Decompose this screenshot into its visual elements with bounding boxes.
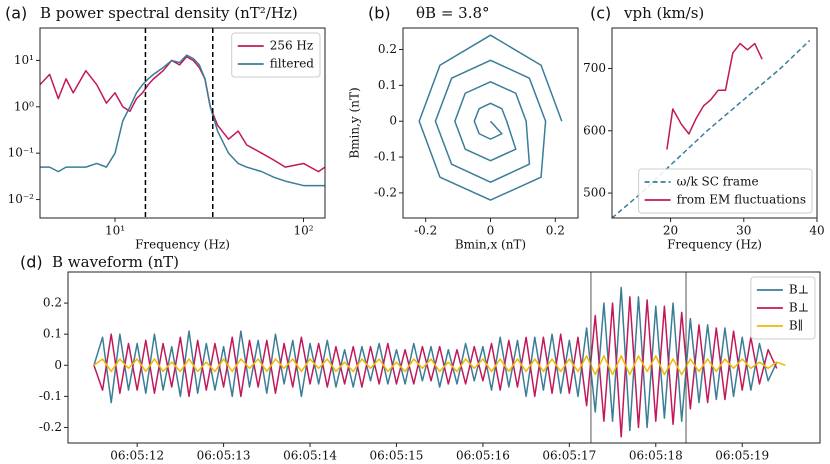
y-tick-label: -0.1	[374, 150, 397, 164]
axes-frame	[67, 271, 821, 444]
plot-area	[40, 54, 325, 187]
legend-label: B⊥	[789, 301, 809, 315]
series-line	[612, 39, 811, 218]
x-tick-label: 10²	[293, 224, 313, 238]
plot-area	[418, 34, 563, 201]
y-tick-label: 700	[583, 61, 606, 75]
y-tick-label: -0.2	[374, 185, 397, 199]
y-tick-label: 10⁻²	[8, 192, 35, 206]
y-tick-label: 0.1	[43, 327, 62, 341]
y-tick-label: 0.2	[43, 296, 62, 310]
x-axis-label: Bmin,x (nT)	[455, 238, 526, 252]
y-tick-label: 10⁰	[14, 99, 34, 113]
x-axis-label: Frequency (Hz)	[135, 238, 230, 252]
x-tick-label: 06:05:17	[542, 449, 596, 463]
x-tick-label: 06:05:19	[715, 449, 769, 463]
legend-box	[638, 168, 813, 214]
legend: B⊥ B⊥ B∥	[750, 276, 816, 340]
panel-title: B power spectral density (nT²/Hz)	[40, 4, 298, 22]
axes-frame	[611, 27, 818, 219]
panel-label: (d)	[20, 253, 43, 272]
y-tick-label: 0.2	[378, 42, 397, 56]
legend: ω/k SC frame from EM fluctuations	[638, 168, 813, 214]
y-tick-label: 10¹	[14, 53, 34, 67]
axes-frame	[402, 27, 579, 219]
x-tick-label: 20	[663, 224, 678, 238]
panel-title: vph (km/s)	[623, 4, 704, 22]
x-tick-label: 0.2	[546, 224, 565, 238]
y-tick-label: 0	[54, 358, 62, 372]
x-tick-label: 10¹	[105, 224, 125, 238]
legend-box	[231, 32, 321, 78]
plot-area	[612, 39, 811, 218]
x-tick-label: 06:05:16	[456, 449, 510, 463]
x-tick-label: 06:05:13	[197, 449, 251, 463]
y-tick-label: -0.2	[39, 420, 62, 434]
legend-label: filtered	[270, 57, 315, 71]
x-tick-label: 06:05:18	[629, 449, 683, 463]
legend-label: from EM fluctuations	[677, 193, 806, 207]
panel-label: (c)	[590, 4, 611, 23]
series-line	[93, 355, 786, 376]
x-tick-label: 0	[487, 224, 495, 238]
y-tick-label: 0.1	[378, 78, 397, 92]
panel-title: θB = 3.8°	[416, 4, 490, 22]
panel-title: B waveform (nT)	[52, 253, 179, 271]
legend: 256 Hz filtered	[231, 32, 321, 78]
x-tick-label: 06:05:14	[283, 449, 337, 463]
x-tick-label: 06:05:12	[110, 449, 164, 463]
plot-area	[93, 286, 786, 438]
series-line	[93, 286, 778, 432]
x-tick-label: 40	[809, 224, 824, 238]
legend-label: B∥	[789, 319, 803, 333]
panel-label: (b)	[368, 4, 391, 23]
x-tick-label: -0.2	[414, 224, 437, 238]
series-line	[666, 42, 763, 150]
y-tick-label: 10⁻¹	[8, 146, 34, 160]
legend-box	[750, 276, 816, 340]
x-tick-label: 06:05:15	[370, 449, 424, 463]
legend-label: B⊥	[789, 283, 809, 297]
axes-frame	[39, 27, 326, 219]
y-tick-label: 600	[583, 123, 606, 137]
x-tick-label: 30	[736, 224, 751, 238]
legend-label: ω/k SC frame	[677, 175, 759, 189]
y-tick-label: -0.1	[39, 389, 62, 403]
panel-label: (a)	[5, 4, 27, 23]
series-line	[418, 34, 563, 201]
series-line	[40, 54, 325, 187]
series-line	[93, 296, 778, 438]
y-axis-label: Bmin,y (nT)	[348, 87, 362, 158]
x-axis-label: Frequency (Hz)	[667, 238, 762, 252]
y-tick-label: 0	[389, 114, 397, 128]
y-tick-label: 500	[583, 186, 606, 200]
legend-label: 256 Hz	[270, 39, 314, 53]
